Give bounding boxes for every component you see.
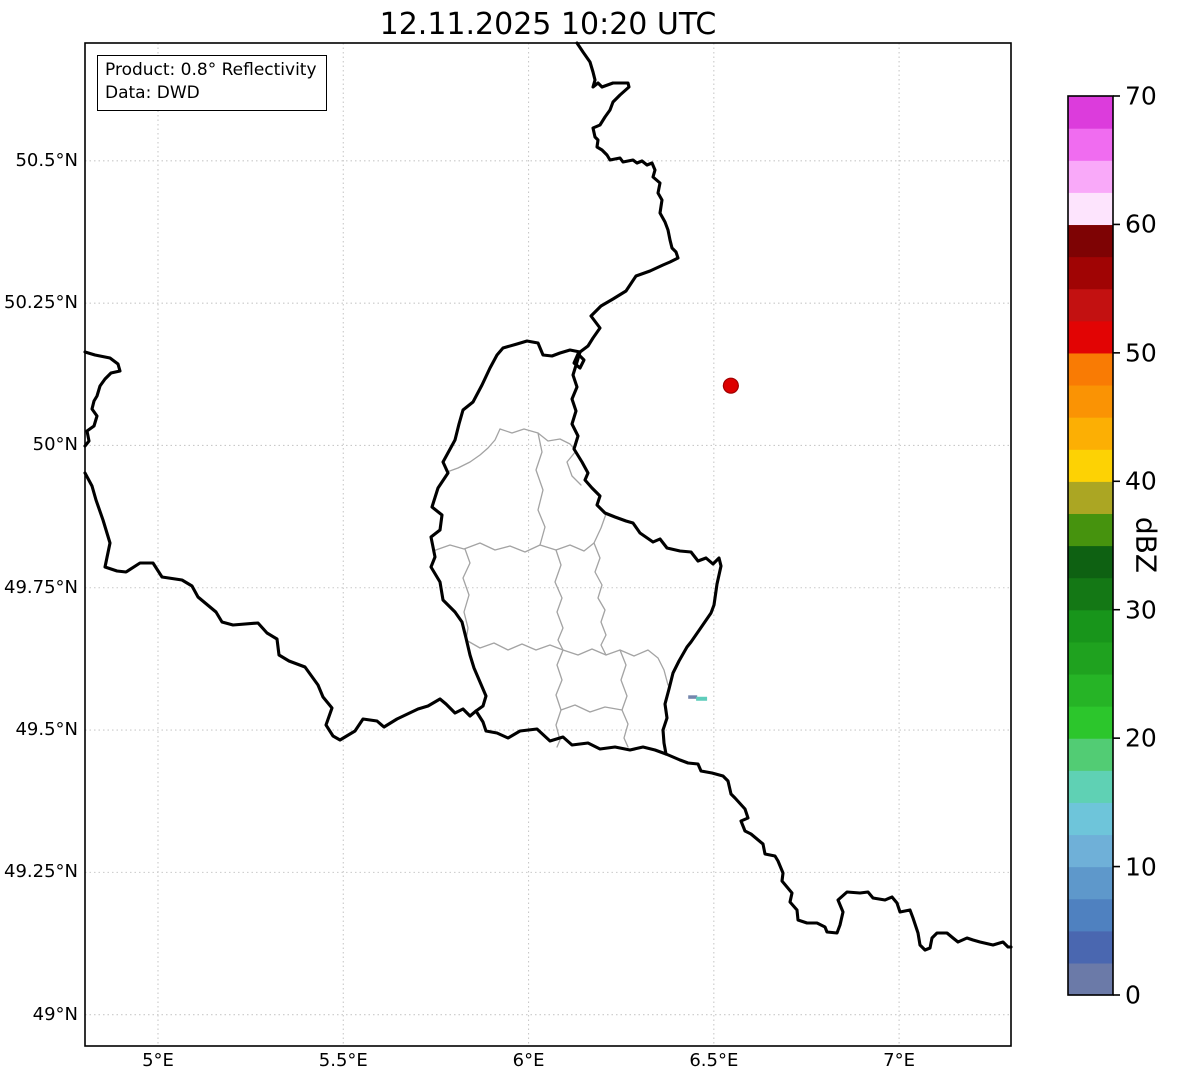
lat-tick-label: 50.5°N <box>15 149 78 171</box>
district-border <box>446 428 501 473</box>
district-border <box>462 548 471 641</box>
colorbar-segment <box>1068 577 1113 611</box>
district-border <box>619 649 629 748</box>
colorbar-segment <box>1068 320 1113 354</box>
lat-tick-label: 49.25°N <box>4 861 78 883</box>
colorbar-tick-label: 40 <box>1125 466 1157 496</box>
country-border <box>575 41 680 354</box>
map-frame <box>84 42 1012 1047</box>
colorbar-tick-label: 60 <box>1125 209 1157 239</box>
lon-tick-label: 7°E <box>883 1050 916 1071</box>
plot-title: 12.11.2025 10:20 UTC <box>379 7 717 42</box>
reflectivity-echo <box>696 696 708 701</box>
district-border <box>593 542 607 656</box>
colorbar-tick-label: 70 <box>1125 81 1157 111</box>
district-border <box>432 513 607 553</box>
country-border <box>572 352 586 370</box>
lat-tick-label: 49.5°N <box>15 719 78 741</box>
colorbar-segment <box>1068 224 1113 258</box>
colorbar-segment <box>1068 352 1113 386</box>
colorbar-tick-label: 10 <box>1125 852 1157 882</box>
country-border <box>429 339 582 713</box>
district-border <box>465 639 669 686</box>
colorbar-segment <box>1068 770 1113 803</box>
colorbar-segment <box>1068 738 1113 771</box>
district-border <box>554 549 564 651</box>
district-border <box>555 649 564 748</box>
lat-tick-label: 50.25°N <box>4 292 78 314</box>
colorbar-segment <box>1068 160 1113 193</box>
colorbar-segment <box>1068 513 1113 547</box>
colorbar-segment <box>1068 930 1113 964</box>
colorbar-segment <box>1068 192 1113 226</box>
colorbar-segment <box>1068 545 1113 579</box>
colorbar-tick-label: 20 <box>1125 723 1157 753</box>
district-border <box>560 704 623 713</box>
colorbar-segment <box>1068 962 1113 996</box>
colorbar-segment <box>1068 641 1113 675</box>
country-border <box>570 350 723 756</box>
colorbar-segment <box>1068 288 1113 322</box>
colorbar-segment <box>1068 706 1113 739</box>
country-border <box>664 752 1013 952</box>
lon-tick-label: 5.5°E <box>318 1050 368 1071</box>
lat-tick-label: 49°N <box>32 1003 78 1025</box>
colorbar-segment <box>1068 802 1113 836</box>
colorbar-segment <box>1068 96 1113 129</box>
colorbar-segment <box>1068 449 1113 482</box>
colorbar-segment <box>1068 834 1113 868</box>
info-data-line: Data: DWD <box>105 83 200 103</box>
colorbar-segment <box>1068 866 1113 900</box>
colorbar-tick-label: 50 <box>1125 338 1157 368</box>
info-box: Product: 0.8° Reflectivity Data: DWD <box>97 55 327 111</box>
district-border <box>535 432 546 546</box>
colorbar-frame <box>1067 95 1114 996</box>
info-product-line: Product: 0.8° Reflectivity <box>105 60 317 80</box>
reflectivity-echo <box>688 695 698 699</box>
district-border <box>566 450 582 486</box>
colorbar-segment <box>1068 609 1113 643</box>
colorbar-segment <box>1068 898 1113 932</box>
lat-tick-label: 50°N <box>32 434 78 456</box>
colorbar-segment <box>1068 673 1113 707</box>
colorbar-tick-label: 30 <box>1125 595 1157 625</box>
colorbar-segment <box>1068 417 1113 450</box>
colorbar-segment <box>1068 384 1113 418</box>
colorbar-tick-label: 0 <box>1125 980 1141 1010</box>
country-border <box>474 709 668 756</box>
colorbar-segment <box>1068 256 1113 290</box>
lon-tick-label: 6.5°E <box>689 1050 739 1071</box>
country-border <box>83 350 122 448</box>
lon-tick-label: 5°E <box>142 1050 174 1071</box>
colorbar-axis-label: dBZ <box>1129 516 1163 574</box>
country-border <box>83 471 478 742</box>
colorbar-segment <box>1068 128 1113 161</box>
lat-tick-label: 49.75°N <box>4 576 78 598</box>
colorbar-segment <box>1068 481 1113 514</box>
lon-tick-label: 6°E <box>512 1050 545 1071</box>
radar-site-marker <box>722 377 739 394</box>
district-border <box>499 428 577 452</box>
